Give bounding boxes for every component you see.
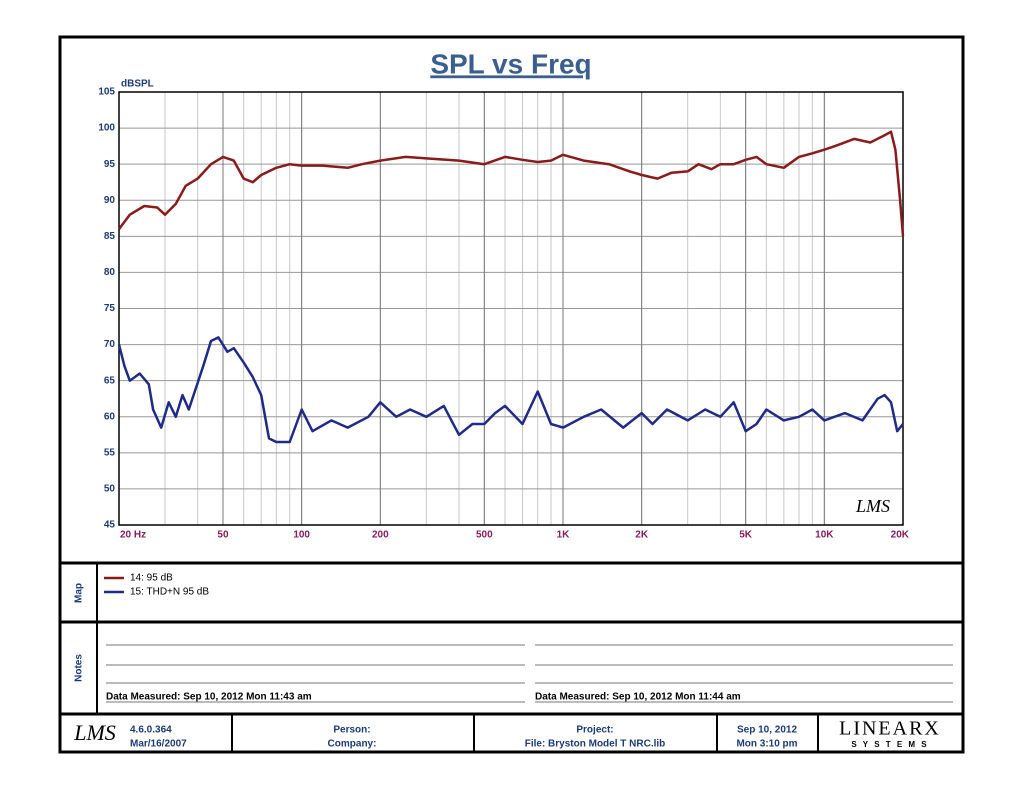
measured-note: Data Measured: Sep 10, 2012 Mon 11:44 am xyxy=(535,692,741,703)
x-tick-label: 200 xyxy=(372,530,389,541)
x-tick-label: 2K xyxy=(635,530,649,541)
x-tick-label: 20K xyxy=(891,530,910,541)
y-tick-label: 80 xyxy=(104,267,116,278)
y-tick-label: 70 xyxy=(104,339,116,350)
y-tick-label: 50 xyxy=(104,484,116,495)
series-line xyxy=(118,130,905,237)
y-tick-label: 65 xyxy=(104,375,116,386)
footer-dividers xyxy=(231,714,819,752)
company: Company: xyxy=(328,739,377,750)
y-tick-label: 75 xyxy=(104,303,116,314)
legend: 14: 95 dB 15: THD+N 95 dB xyxy=(104,573,209,598)
note-lines xyxy=(106,644,953,703)
x-tick-label: 20 Hz xyxy=(120,530,146,541)
y-tick-label: 85 xyxy=(104,231,116,242)
person: Person: xyxy=(333,725,370,736)
y-tick-label: 100 xyxy=(98,123,115,134)
x-tick-label: 10K xyxy=(815,530,834,541)
x-tick-label: 50 xyxy=(217,530,229,541)
y-tick-label: 105 xyxy=(98,87,115,98)
brand: LINEARX xyxy=(839,718,941,740)
map-label: Map xyxy=(74,583,85,603)
y-tick-label: 90 xyxy=(104,195,116,206)
plot-border xyxy=(118,91,904,526)
x-tick-label: 5K xyxy=(739,530,753,541)
y-tick-label: 60 xyxy=(104,411,116,422)
series-line xyxy=(117,336,904,444)
time: Mon 3:10 pm xyxy=(736,739,797,750)
y-tick-label: 95 xyxy=(104,159,116,170)
date: Sep 10, 2012 xyxy=(737,725,797,736)
build-date: Mar/16/2007 xyxy=(130,739,187,750)
measured-note: Data Measured: Sep 10, 2012 Mon 11:43 am xyxy=(106,692,312,703)
legend-label: 15: THD+N 95 dB xyxy=(130,587,209,598)
brand-sub: S Y S T E M S xyxy=(851,740,928,749)
version: 4.6.0.364 xyxy=(130,725,172,736)
notes-label: Notes xyxy=(74,654,85,682)
plot: 45 50 55 60 65 70 75 80 85 90 95 100 105 20 Hz 50 100 20… xyxy=(98,87,909,541)
chart-title: SPL vs Freq xyxy=(430,48,591,79)
y-tick-label: 45 xyxy=(104,520,116,531)
project: Project: xyxy=(576,725,613,736)
watermark: LMS xyxy=(855,496,890,516)
y-axis-label: dBSPL xyxy=(121,79,154,90)
legend-label: 14: 95 dB xyxy=(130,573,173,584)
x-tick-label: 1K xyxy=(557,530,571,541)
x-tick-label: 500 xyxy=(476,530,493,541)
footer-logo: LMS xyxy=(73,720,116,745)
y-tick-label: 55 xyxy=(104,447,116,458)
file: File: Bryston Model T NRC.lib xyxy=(525,739,666,750)
x-tick-label: 100 xyxy=(293,530,310,541)
